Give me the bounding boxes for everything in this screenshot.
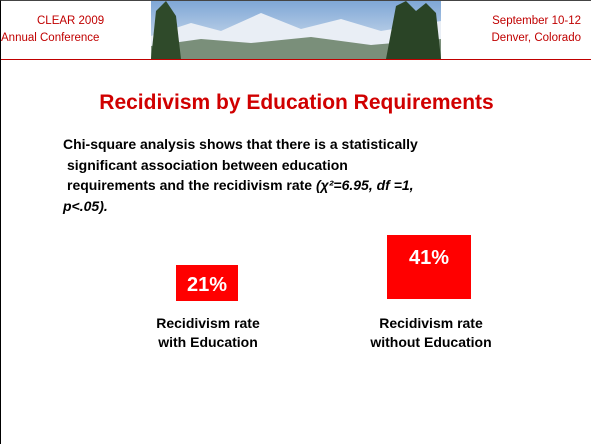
stat-box: 41% xyxy=(387,235,471,299)
body-italic: (χ²=6.95, df =1, xyxy=(315,177,414,193)
caption-line: Recidivism rate xyxy=(379,315,483,331)
stat-box: 21% xyxy=(176,265,238,301)
header-image xyxy=(151,1,441,59)
header-text: September 10-12 xyxy=(492,15,581,27)
header-text: Annual Conference xyxy=(1,32,100,44)
body-line: significant association between educatio… xyxy=(67,156,348,173)
body-line: p<.05). xyxy=(63,196,563,217)
stat-caption: Recidivism rate without Education xyxy=(341,314,521,352)
header-left: CLEAR 2009 Annual Conference xyxy=(1,13,151,47)
caption-line: without Education xyxy=(370,334,492,350)
header-text: CLEAR 2009 xyxy=(37,15,105,27)
caption-line: Recidivism rate xyxy=(156,315,260,331)
body-italic: p<.05). xyxy=(63,197,108,214)
stat-caption: Recidivism rate with Education xyxy=(118,314,298,352)
body-text: Chi-square analysis shows that there is … xyxy=(63,134,563,216)
header-right: September 10-12 Denver, Colorado xyxy=(441,13,582,47)
header-text: Denver, Colorado xyxy=(491,32,582,44)
body-span: requirements and the recidivism rate xyxy=(67,177,316,193)
body-line: Chi-square analysis shows that there is … xyxy=(63,136,418,152)
caption-line: with Education xyxy=(158,334,258,350)
slide-title: Recidivism by Education Requirements xyxy=(99,91,494,114)
body-line: requirements and the recidivism rate (χ²… xyxy=(63,175,563,196)
header-rule xyxy=(1,59,591,60)
